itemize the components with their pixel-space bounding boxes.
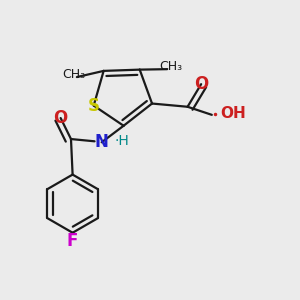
Text: OH: OH <box>220 106 246 121</box>
Text: O: O <box>194 75 208 93</box>
Text: F: F <box>67 232 78 250</box>
Text: N: N <box>95 133 109 151</box>
Text: CH₃: CH₃ <box>159 60 182 73</box>
Text: CH₃: CH₃ <box>62 68 85 81</box>
Text: S: S <box>88 97 100 115</box>
Text: ·H: ·H <box>115 134 129 148</box>
Text: O: O <box>53 109 68 127</box>
